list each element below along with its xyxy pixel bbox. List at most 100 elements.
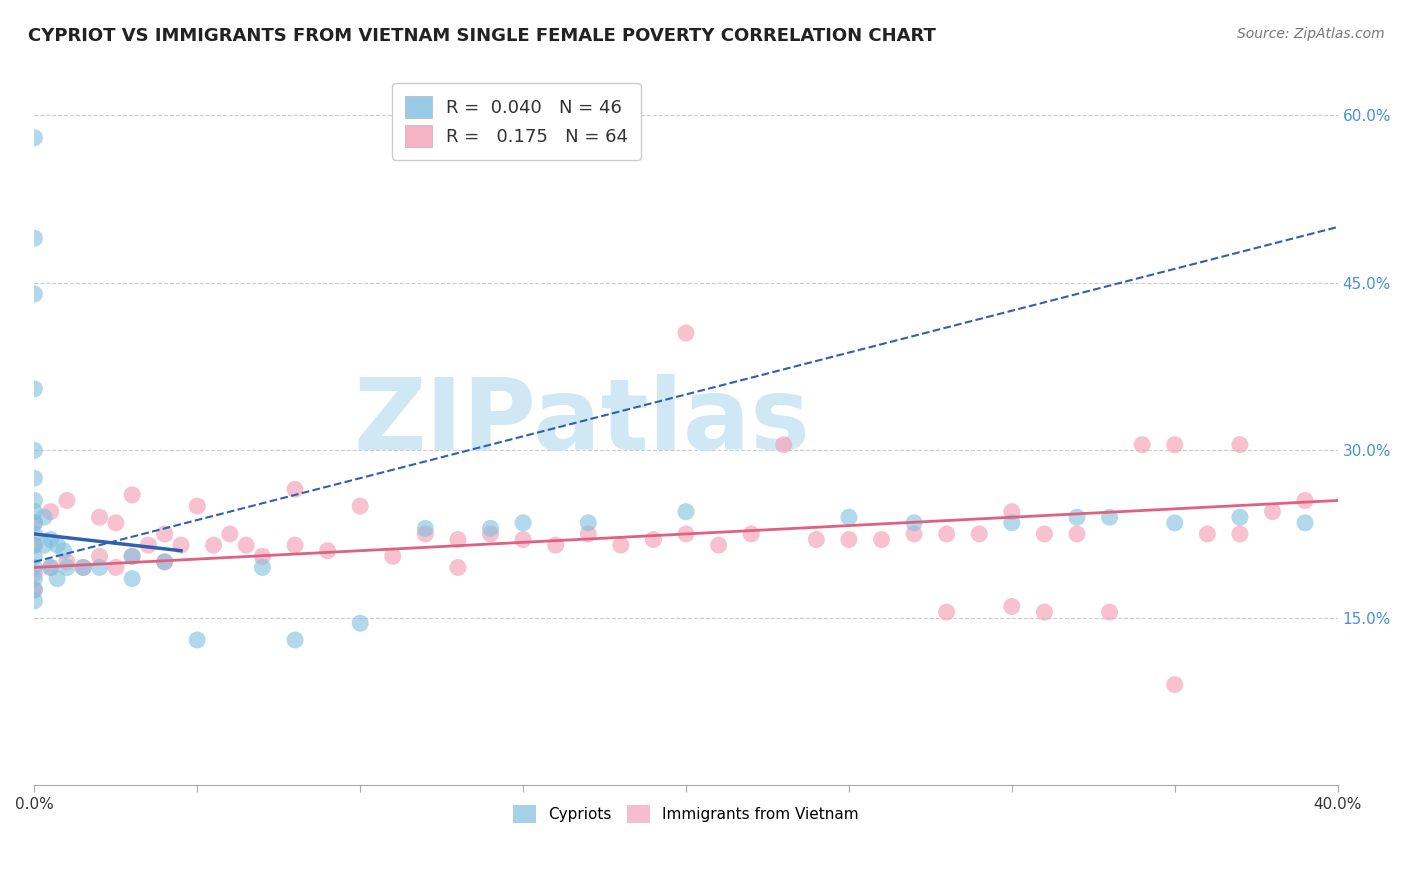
Point	[56, 493, 79, 508]
Point	[22, 560, 45, 574]
Point	[39, 533, 62, 547]
Point	[22, 582, 45, 597]
Point	[675, 527, 697, 541]
Point	[104, 516, 127, 530]
Point	[381, 549, 404, 564]
Point	[935, 605, 957, 619]
Point	[1164, 438, 1187, 452]
Point	[707, 538, 730, 552]
Point	[22, 443, 45, 458]
Point	[1098, 510, 1121, 524]
Point	[72, 560, 94, 574]
Point	[186, 499, 208, 513]
Point	[121, 549, 143, 564]
Point	[447, 560, 470, 574]
Point	[1130, 438, 1153, 452]
Point	[284, 538, 307, 552]
Point	[512, 516, 534, 530]
Point	[39, 560, 62, 574]
Point	[772, 438, 794, 452]
Point	[415, 521, 437, 535]
Point	[235, 538, 257, 552]
Point	[104, 560, 127, 574]
Point	[121, 572, 143, 586]
Point	[316, 543, 339, 558]
Point	[138, 538, 160, 552]
Point	[349, 499, 371, 513]
Point	[1066, 510, 1088, 524]
Text: CYPRIOT VS IMMIGRANTS FROM VIETNAM SINGLE FEMALE POVERTY CORRELATION CHART: CYPRIOT VS IMMIGRANTS FROM VIETNAM SINGL…	[28, 27, 936, 45]
Point	[903, 527, 925, 541]
Point	[1066, 527, 1088, 541]
Point	[935, 527, 957, 541]
Point	[22, 538, 45, 552]
Point	[284, 632, 307, 647]
Point	[1033, 527, 1056, 541]
Point	[1197, 527, 1219, 541]
Point	[22, 382, 45, 396]
Point	[22, 516, 45, 530]
Point	[153, 527, 176, 541]
Point	[121, 549, 143, 564]
Point	[1164, 678, 1187, 692]
Point	[22, 538, 45, 552]
Point	[1229, 438, 1251, 452]
Text: Source: ZipAtlas.com: Source: ZipAtlas.com	[1237, 27, 1385, 41]
Point	[56, 560, 79, 574]
Point	[153, 555, 176, 569]
Point	[512, 533, 534, 547]
Point	[22, 130, 45, 145]
Point	[1164, 516, 1187, 530]
Point	[1001, 599, 1024, 614]
Point	[479, 521, 502, 535]
Point	[870, 533, 893, 547]
Point	[22, 572, 45, 586]
Point	[1229, 527, 1251, 541]
Text: ZIPatlas: ZIPatlas	[353, 374, 810, 471]
Point	[39, 560, 62, 574]
Point	[1294, 516, 1316, 530]
Point	[740, 527, 762, 541]
Point	[89, 560, 111, 574]
Point	[170, 538, 193, 552]
Point	[22, 594, 45, 608]
Point	[121, 488, 143, 502]
Point	[675, 326, 697, 340]
Point	[1229, 510, 1251, 524]
Point	[52, 543, 75, 558]
Point	[1294, 493, 1316, 508]
Point	[576, 527, 599, 541]
Point	[32, 538, 55, 552]
Point	[22, 471, 45, 485]
Point	[72, 560, 94, 574]
Point	[1098, 605, 1121, 619]
Legend: Cypriots, Immigrants from Vietnam: Cypriots, Immigrants from Vietnam	[501, 792, 870, 836]
Point	[252, 549, 274, 564]
Point	[89, 549, 111, 564]
Point	[153, 555, 176, 569]
Point	[56, 555, 79, 569]
Point	[186, 632, 208, 647]
Point	[479, 527, 502, 541]
Point	[22, 287, 45, 301]
Point	[806, 533, 828, 547]
Point	[447, 533, 470, 547]
Point	[89, 510, 111, 524]
Point	[32, 510, 55, 524]
Point	[202, 538, 225, 552]
Point	[576, 516, 599, 530]
Point	[22, 505, 45, 519]
Point	[1261, 505, 1284, 519]
Point	[22, 549, 45, 564]
Point	[1001, 516, 1024, 530]
Point	[675, 505, 697, 519]
Point	[22, 231, 45, 245]
Point	[903, 516, 925, 530]
Point	[22, 582, 45, 597]
Point	[284, 483, 307, 497]
Point	[22, 516, 45, 530]
Point	[46, 538, 69, 552]
Point	[838, 533, 860, 547]
Point	[415, 527, 437, 541]
Point	[252, 560, 274, 574]
